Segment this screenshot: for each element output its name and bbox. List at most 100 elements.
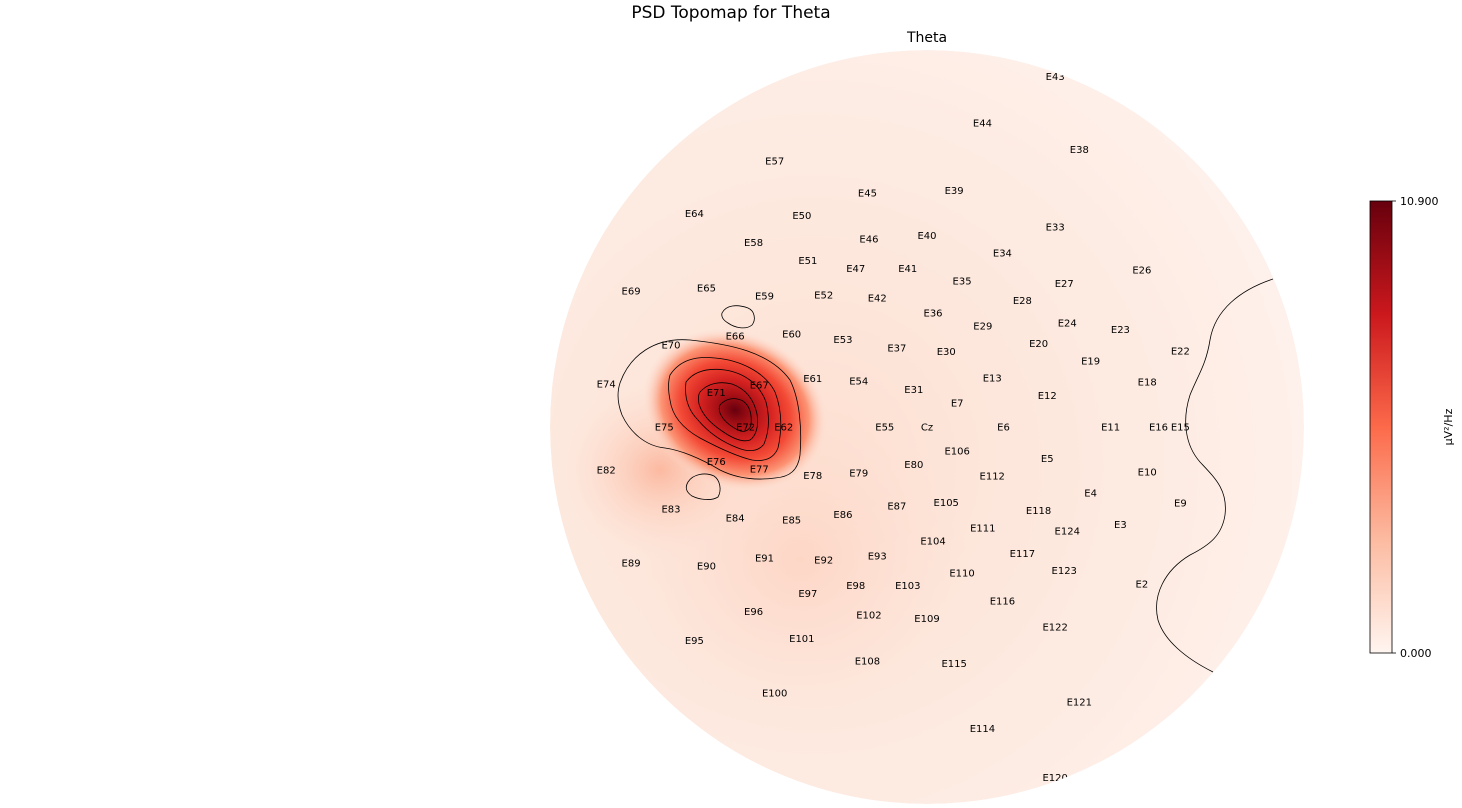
electrode-label-e101: E101	[789, 634, 814, 645]
electrode-label-e116: E116	[990, 597, 1015, 608]
figure-title: PSD Topomap for Theta	[631, 3, 830, 23]
electrode-label-e11: E11	[1101, 423, 1120, 434]
contour-7	[685, 473, 721, 500]
electrode-label-e16: E16	[1149, 423, 1168, 434]
electrode-label-e71: E71	[707, 388, 726, 399]
electrode-label-e115: E115	[941, 659, 966, 670]
colorbar-unit-label: µV²/Hz	[1442, 408, 1455, 445]
electrode-label-e91: E91	[755, 554, 774, 565]
electrode-label-e39: E39	[945, 186, 964, 197]
electrode-label-e50: E50	[792, 211, 811, 222]
electrode-label-e29: E29	[973, 321, 992, 332]
contour-8	[1156, 278, 1274, 673]
electrode-label-e66: E66	[726, 331, 745, 342]
electrode-label-e4: E4	[1084, 488, 1097, 499]
electrode-label-e124: E124	[1055, 527, 1080, 538]
electrode-label-e76: E76	[707, 457, 726, 468]
electrode-label-e102: E102	[856, 611, 881, 622]
electrode-label-e97: E97	[798, 589, 817, 600]
electrode-label-e90: E90	[697, 562, 716, 573]
electrode-label-e100: E100	[762, 689, 787, 700]
electrode-label-e34: E34	[993, 248, 1012, 259]
electrode-label-e27: E27	[1055, 279, 1074, 290]
electrode-label-e83: E83	[661, 505, 680, 516]
contour-6	[721, 305, 755, 329]
electrode-label-e23: E23	[1111, 325, 1130, 336]
electrode-label-e120: E120	[1042, 773, 1067, 784]
electrode-label-e51: E51	[798, 256, 817, 267]
electrode-label-e85: E85	[782, 516, 801, 527]
electrode-label-e70: E70	[661, 340, 680, 351]
electrode-label-e37: E37	[887, 343, 906, 354]
electrode-label-e9: E9	[1174, 499, 1187, 510]
contour-lines	[617, 278, 1274, 673]
electrode-label-e122: E122	[1042, 622, 1067, 633]
electrode-label-e13: E13	[983, 373, 1002, 384]
electrode-label-e75: E75	[655, 423, 674, 434]
electrode-label-e114: E114	[970, 724, 995, 735]
electrode-label-e61: E61	[803, 374, 822, 385]
electrode-label-e12: E12	[1038, 391, 1057, 402]
electrode-label-e59: E59	[755, 291, 774, 302]
electrode-label-e110: E110	[949, 568, 974, 579]
electrode-label-e5: E5	[1041, 454, 1054, 465]
electrode-label-e108: E108	[855, 657, 880, 668]
electrode-label-e47: E47	[846, 264, 865, 275]
electrode-label-e15: E15	[1171, 423, 1190, 434]
electrode-label-e89: E89	[622, 559, 641, 570]
electrode-label-e104: E104	[920, 537, 945, 548]
electrode-label-e65: E65	[697, 283, 716, 294]
electrode-label-e3: E3	[1114, 520, 1127, 531]
electrode-layer: E43 E44 E38 E57 E45 E39 E64 E50 E33 E46 E40 E58 E34 E…	[597, 72, 1190, 784]
electrode-label-e123: E123	[1052, 566, 1077, 577]
electrode-label-e112: E112	[980, 472, 1005, 483]
contour-1	[617, 339, 802, 480]
electrode-label-e22: E22	[1171, 346, 1190, 357]
electrode-label-e58: E58	[744, 238, 763, 249]
electrode-label-e111: E111	[970, 524, 995, 535]
electrode-label-e98: E98	[846, 581, 865, 592]
electrode-label-e28: E28	[1013, 296, 1032, 307]
electrode-label-e62: E62	[774, 423, 793, 434]
electrode-label-e52: E52	[814, 291, 833, 302]
electrode-label-e46: E46	[859, 234, 878, 245]
electrode-label-e35: E35	[953, 277, 972, 288]
electrode-label-e45: E45	[858, 188, 877, 199]
contour-5	[718, 398, 752, 432]
electrode-label-e95: E95	[685, 636, 704, 647]
contour-3	[685, 368, 769, 452]
electrode-label-e44: E44	[973, 119, 992, 130]
colorbar-min-label: 0.000	[1400, 647, 1432, 660]
electrode-label-e40: E40	[917, 231, 936, 242]
contour-2	[668, 357, 782, 461]
colorbar-max-label: 10.900	[1400, 195, 1439, 208]
electrode-label-e93: E93	[868, 551, 887, 562]
electrode-label-e10: E10	[1138, 468, 1157, 479]
electrode-label-e7: E7	[951, 399, 964, 410]
electrode-label-e118: E118	[1026, 506, 1051, 517]
electrode-label-e77: E77	[750, 464, 769, 475]
colorbar: 10.900 0.000 µV²/Hz	[1369, 195, 1455, 660]
electrode-label-e78: E78	[803, 471, 822, 482]
electrode-label-e109: E109	[914, 614, 939, 625]
electrode-label-cz: Cz	[921, 423, 933, 434]
electrode-label-e60: E60	[782, 329, 801, 340]
electrode-label-e36: E36	[924, 308, 943, 319]
electrode-label-e6: E6	[997, 423, 1010, 434]
electrode-label-e38: E38	[1070, 145, 1089, 156]
electrode-label-e33: E33	[1046, 223, 1065, 234]
electrode-label-e105: E105	[934, 498, 959, 509]
electrode-label-e67: E67	[750, 381, 769, 392]
electrode-label-e79: E79	[849, 468, 868, 479]
electrode-label-e42: E42	[868, 294, 887, 305]
electrode-label-e55: E55	[875, 423, 894, 434]
electrode-label-e121: E121	[1067, 698, 1092, 709]
electrode-label-e80: E80	[904, 460, 923, 471]
electrode-label-e92: E92	[814, 556, 833, 567]
electrode-label-e53: E53	[833, 335, 852, 346]
electrode-label-e19: E19	[1081, 357, 1100, 368]
electrode-label-e117: E117	[1010, 549, 1035, 560]
electrode-label-e41: E41	[898, 264, 917, 275]
electrode-label-e87: E87	[887, 502, 906, 513]
